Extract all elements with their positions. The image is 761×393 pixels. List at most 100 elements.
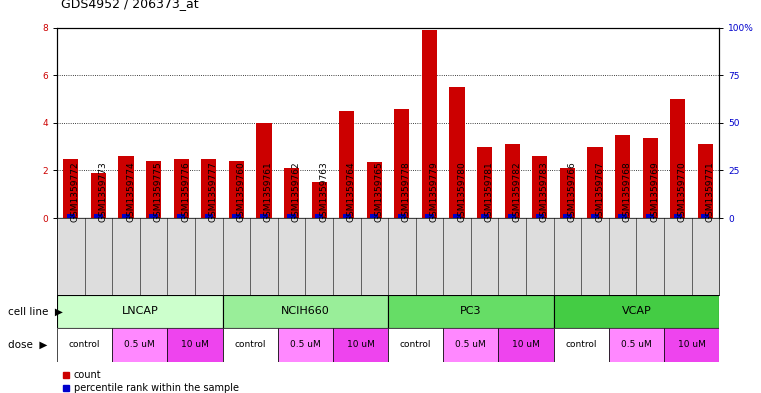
Bar (619, 214, 627, 218)
FancyBboxPatch shape (57, 328, 113, 362)
FancyBboxPatch shape (278, 328, 333, 362)
Bar (149, 214, 158, 218)
FancyBboxPatch shape (222, 295, 388, 328)
Bar (505, 144, 520, 218)
Bar (394, 108, 409, 218)
Bar (205, 214, 213, 218)
Text: GSM1359781: GSM1359781 (485, 161, 494, 222)
FancyBboxPatch shape (443, 328, 498, 362)
Bar (342, 214, 351, 218)
Text: GSM1359772: GSM1359772 (71, 161, 80, 222)
Bar (670, 99, 686, 218)
Bar (477, 147, 492, 218)
Text: GSM1359769: GSM1359769 (650, 161, 659, 222)
Text: GSM1359770: GSM1359770 (678, 161, 686, 222)
Text: 0.5 uM: 0.5 uM (290, 340, 320, 349)
Text: GSM1359778: GSM1359778 (402, 161, 411, 222)
Bar (422, 30, 437, 218)
Text: GSM1359775: GSM1359775 (154, 161, 163, 222)
Text: GSM1359767: GSM1359767 (595, 161, 604, 222)
Text: GSM1359764: GSM1359764 (347, 161, 355, 222)
FancyBboxPatch shape (553, 295, 719, 328)
Bar (63, 158, 78, 218)
Text: GSM1359765: GSM1359765 (374, 161, 384, 222)
Text: GDS4952 / 206373_at: GDS4952 / 206373_at (61, 0, 199, 10)
Bar (591, 214, 599, 218)
Text: GSM1359780: GSM1359780 (457, 161, 466, 222)
Bar (642, 138, 658, 218)
Bar (480, 214, 489, 218)
Text: GSM1359768: GSM1359768 (622, 161, 632, 222)
FancyBboxPatch shape (498, 328, 553, 362)
Bar (256, 123, 272, 218)
Bar (311, 182, 326, 218)
Bar (425, 214, 434, 218)
Text: GSM1359779: GSM1359779 (429, 161, 438, 222)
Text: control: control (234, 340, 266, 349)
Bar (339, 111, 355, 218)
Bar (177, 214, 186, 218)
Bar (508, 214, 517, 218)
FancyBboxPatch shape (113, 328, 167, 362)
FancyBboxPatch shape (664, 328, 719, 362)
Bar (646, 214, 654, 218)
Bar (174, 158, 189, 218)
Text: 10 uM: 10 uM (181, 340, 209, 349)
Text: PC3: PC3 (460, 307, 482, 316)
Text: 10 uM: 10 uM (677, 340, 705, 349)
Bar (450, 87, 465, 218)
Text: dose  ▶: dose ▶ (8, 340, 47, 350)
Legend: count, percentile rank within the sample: count, percentile rank within the sample (62, 370, 239, 393)
Bar (587, 147, 603, 218)
FancyBboxPatch shape (388, 295, 553, 328)
Bar (370, 214, 378, 218)
Bar (284, 168, 299, 218)
Bar (615, 135, 630, 218)
Text: control: control (69, 340, 100, 349)
Text: 0.5 uM: 0.5 uM (456, 340, 486, 349)
Text: GSM1359760: GSM1359760 (237, 161, 245, 222)
Bar (698, 144, 713, 218)
Bar (201, 158, 216, 218)
Bar (367, 162, 382, 218)
Text: GSM1359771: GSM1359771 (705, 161, 715, 222)
Text: GSM1359766: GSM1359766 (568, 161, 576, 222)
Bar (398, 214, 406, 218)
Text: GSM1359774: GSM1359774 (126, 161, 135, 222)
Text: LNCAP: LNCAP (122, 307, 158, 316)
Bar (673, 214, 682, 218)
Text: GSM1359773: GSM1359773 (98, 161, 107, 222)
Bar (260, 214, 268, 218)
Bar (67, 214, 75, 218)
Text: GSM1359776: GSM1359776 (181, 161, 190, 222)
Text: 0.5 uM: 0.5 uM (125, 340, 155, 349)
Text: GSM1359763: GSM1359763 (319, 161, 328, 222)
Text: GSM1359782: GSM1359782 (512, 161, 521, 222)
Text: 10 uM: 10 uM (346, 340, 374, 349)
Bar (91, 173, 106, 218)
Bar (701, 214, 709, 218)
Text: NCIH660: NCIH660 (281, 307, 330, 316)
Text: cell line  ▶: cell line ▶ (8, 307, 62, 316)
Bar (146, 161, 161, 218)
Bar (536, 214, 544, 218)
FancyBboxPatch shape (57, 295, 222, 328)
Text: GSM1359783: GSM1359783 (540, 161, 549, 222)
Text: GSM1359762: GSM1359762 (291, 161, 301, 222)
Text: 10 uM: 10 uM (512, 340, 540, 349)
Bar (229, 161, 244, 218)
Bar (122, 214, 130, 218)
FancyBboxPatch shape (388, 328, 443, 362)
Text: control: control (565, 340, 597, 349)
FancyBboxPatch shape (167, 328, 222, 362)
FancyBboxPatch shape (553, 328, 609, 362)
Text: GSM1359761: GSM1359761 (264, 161, 273, 222)
Text: VCAP: VCAP (622, 307, 651, 316)
Text: 0.5 uM: 0.5 uM (621, 340, 651, 349)
Bar (532, 156, 547, 218)
Bar (315, 214, 323, 218)
FancyBboxPatch shape (609, 328, 664, 362)
Bar (94, 214, 103, 218)
Bar (119, 156, 134, 218)
Text: control: control (400, 340, 431, 349)
